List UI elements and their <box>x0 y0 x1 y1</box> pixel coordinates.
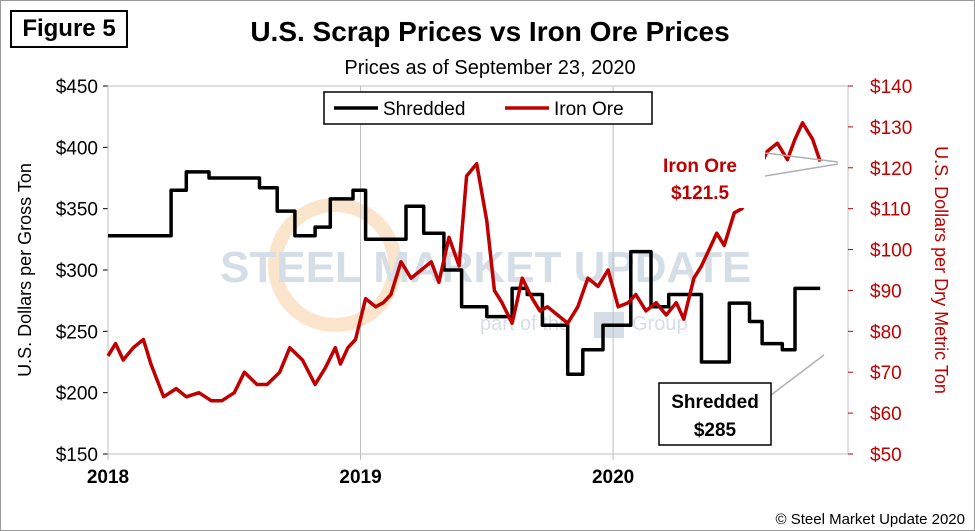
right-tick-label: $50 <box>870 445 902 466</box>
right-tick-label: $140 <box>870 77 912 98</box>
shredded-annotation-box <box>658 382 772 446</box>
legend-iron-ore-label: Iron Ore <box>554 99 624 120</box>
iron-ore-callout-line <box>764 163 839 177</box>
iron-ore-annotation-box <box>650 148 765 208</box>
right-tick-label: $70 <box>870 363 902 384</box>
right-axis: $50 $60 $70 $80 $90 $100 $110 $120 $130 $140 <box>848 77 912 466</box>
watermark-line3: Group <box>632 313 688 335</box>
iron-ore-annotation-label: Iron Ore <box>663 156 737 177</box>
watermark-line2: part of the <box>480 313 570 335</box>
right-tick-label: $130 <box>870 118 912 139</box>
shredded-annotation-label: Shredded <box>671 392 759 413</box>
right-tick-label: $80 <box>870 322 902 343</box>
chart-subtitle: Prices as of September 23, 2020 <box>344 57 636 79</box>
right-tick-label: $100 <box>870 241 912 262</box>
right-axis-label: U.S. Dollars per Dry Metric Ton <box>931 146 951 394</box>
left-axis-label: U.S. Dollars per Gross Ton <box>15 163 35 377</box>
left-tick-label: $450 <box>56 77 98 98</box>
legend-shredded-label: Shredded <box>383 99 465 120</box>
watermark: STEEL MARKET UPDATE part of the Group <box>220 198 751 338</box>
x-tick-label: 2020 <box>592 467 634 488</box>
shredded-annotation: Shredded $285 <box>658 354 825 446</box>
left-tick-label: $150 <box>56 445 98 466</box>
copyright-credit: © Steel Market Update 2020 <box>775 511 966 528</box>
x-axis: 2018 2019 2020 <box>87 86 634 488</box>
left-tick-label: $350 <box>56 200 98 221</box>
legend-box <box>323 91 653 125</box>
iron-ore-callout-line <box>764 152 839 163</box>
watermark-logo-icon <box>268 198 402 332</box>
x-tick-label: 2018 <box>87 467 129 488</box>
right-tick-label: $110 <box>870 200 911 221</box>
left-tick-label: $200 <box>56 384 98 405</box>
right-tick-label: $90 <box>870 281 902 302</box>
left-axis: $150 $200 $250 $300 $350 $400 $450 <box>56 77 108 466</box>
legend: Shredded Iron Ore <box>323 91 653 125</box>
figure-label: Figure 5 <box>10 10 128 48</box>
right-tick-label: $60 <box>870 404 902 425</box>
iron-ore-annotation-value: $121.5 <box>671 183 730 204</box>
x-tick-label: 2019 <box>339 467 381 488</box>
chart-title: U.S. Scrap Prices vs Iron Ore Prices <box>250 16 730 47</box>
shredded-callout-line <box>770 354 825 396</box>
left-tick-label: $250 <box>56 322 98 343</box>
left-tick-label: $300 <box>56 261 98 282</box>
shredded-series-line <box>108 170 821 377</box>
left-tick-label: $400 <box>56 138 98 159</box>
iron-ore-series-line <box>106 121 822 403</box>
iron-ore-annotation: Iron Ore $121.5 <box>650 148 839 208</box>
shredded-annotation-value: $285 <box>694 420 737 441</box>
right-tick-label: $120 <box>870 159 912 180</box>
watermark-line1: STEEL MARKET UPDATE <box>220 243 751 292</box>
